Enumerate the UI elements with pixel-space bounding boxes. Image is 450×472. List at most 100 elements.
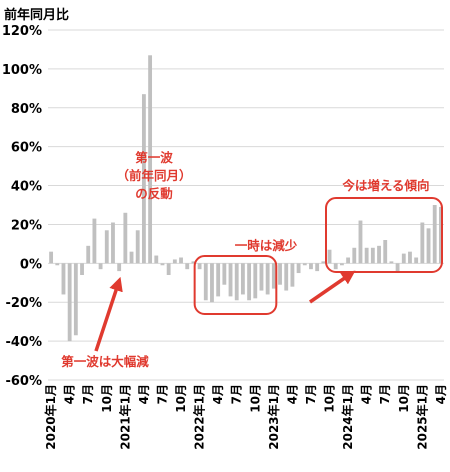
bar	[296, 263, 301, 274]
x-tick-label: 4月	[434, 384, 448, 404]
bar	[271, 263, 276, 289]
bar	[129, 251, 134, 264]
y-tick-label: 40%	[11, 180, 42, 195]
annotation-now-increasing: 今は増える傾向	[341, 178, 429, 193]
bar	[327, 249, 332, 264]
x-tick-label: 2022年1月	[192, 384, 207, 450]
bar	[395, 263, 400, 272]
bar	[166, 263, 171, 275]
x-tick-label: 10月	[100, 384, 114, 413]
chart-title: 前年同月比	[4, 8, 70, 23]
bar	[438, 206, 443, 264]
y-tick-label: -40%	[5, 335, 42, 350]
x-tick-label: 7月	[304, 384, 318, 404]
bar	[339, 263, 344, 266]
bar	[73, 263, 78, 336]
y-tick-label: 100%	[2, 63, 42, 78]
bar	[216, 263, 221, 297]
bar	[135, 230, 140, 264]
x-tick-label: 4月	[211, 384, 225, 404]
x-tick-label: 2021年1月	[117, 384, 132, 450]
bar	[86, 245, 91, 264]
bar	[389, 261, 394, 264]
bar	[234, 263, 239, 301]
bar	[228, 263, 233, 297]
bar	[321, 261, 326, 264]
bar	[364, 247, 369, 264]
bar	[172, 259, 177, 264]
bar	[80, 263, 84, 275]
bar	[377, 245, 381, 264]
bar	[315, 263, 320, 272]
x-tick-label: 10月	[174, 384, 188, 413]
bar	[123, 212, 128, 264]
x-axis-ticks: 2020年1月 4月 7月 10月 2021年1月 4月 7月 10月 2022年1月 4月 7月 1…	[43, 384, 448, 450]
bar	[197, 263, 202, 270]
bar	[55, 263, 60, 266]
bar	[240, 263, 245, 295]
bar	[67, 263, 72, 342]
bar	[259, 263, 264, 291]
bar	[370, 247, 375, 264]
bar	[278, 263, 282, 285]
y-tick-label: 120%	[2, 24, 42, 39]
bar	[426, 228, 431, 264]
bar	[358, 220, 363, 264]
annotation-rebound-line2: （前年同月）	[116, 168, 191, 183]
bar	[333, 263, 338, 270]
x-tick-label: 10月	[323, 384, 337, 413]
bar	[290, 263, 295, 287]
bar	[432, 205, 437, 264]
x-tick-label: 7月	[230, 384, 244, 404]
y-tick-label: -60%	[5, 374, 42, 389]
bar	[265, 263, 270, 295]
bar	[141, 94, 146, 264]
x-tick-label: 4月	[63, 384, 77, 404]
arrow-trend-up	[309, 270, 356, 304]
x-tick-label: 7月	[378, 384, 392, 404]
annotation-rebound-line1: 第一波	[135, 150, 173, 165]
bar	[401, 253, 406, 264]
x-tick-label: 7月	[81, 384, 95, 404]
x-tick-label: 2023年1月	[266, 384, 281, 450]
x-tick-label: 2025年1月	[414, 384, 429, 450]
bar	[253, 263, 258, 299]
bar	[408, 251, 412, 264]
bar	[92, 218, 97, 264]
bar	[191, 261, 196, 264]
bar	[49, 251, 54, 264]
box-decrease-period	[193, 255, 278, 315]
x-tick-label: 2020年1月	[43, 384, 58, 450]
bar	[346, 257, 351, 264]
bar	[61, 263, 66, 295]
bar	[383, 240, 388, 264]
x-tick-label: 10月	[397, 384, 411, 413]
annotation-rebound-line3: の反動	[135, 186, 173, 201]
bar	[352, 247, 357, 264]
x-tick-label: 4月	[285, 384, 299, 404]
bar	[179, 257, 183, 264]
bar	[203, 263, 208, 301]
arrow-first-wave	[94, 276, 123, 352]
annotation-temp-decrease: 一時は減少	[235, 238, 298, 253]
y-axis-ticks: 120% 100% 80% 60% 40% 20% 0% -20% -40% -60%	[2, 24, 42, 389]
bar	[104, 230, 109, 264]
x-tick-label: 4月	[360, 384, 374, 404]
bar	[414, 257, 419, 264]
bar	[284, 263, 289, 291]
bar	[222, 263, 227, 285]
x-tick-label: 4月	[137, 384, 151, 404]
x-tick-label: 2024年1月	[340, 384, 355, 450]
bar-series	[49, 55, 443, 342]
bar	[420, 222, 425, 264]
bar	[302, 263, 307, 266]
gridlines	[48, 29, 444, 381]
y-tick-label: 20%	[11, 218, 42, 233]
y-tick-label: -20%	[5, 296, 42, 311]
bar	[117, 263, 122, 272]
bar	[154, 255, 159, 264]
y-tick-label: 80%	[11, 102, 42, 117]
x-tick-label: 10月	[248, 384, 262, 413]
